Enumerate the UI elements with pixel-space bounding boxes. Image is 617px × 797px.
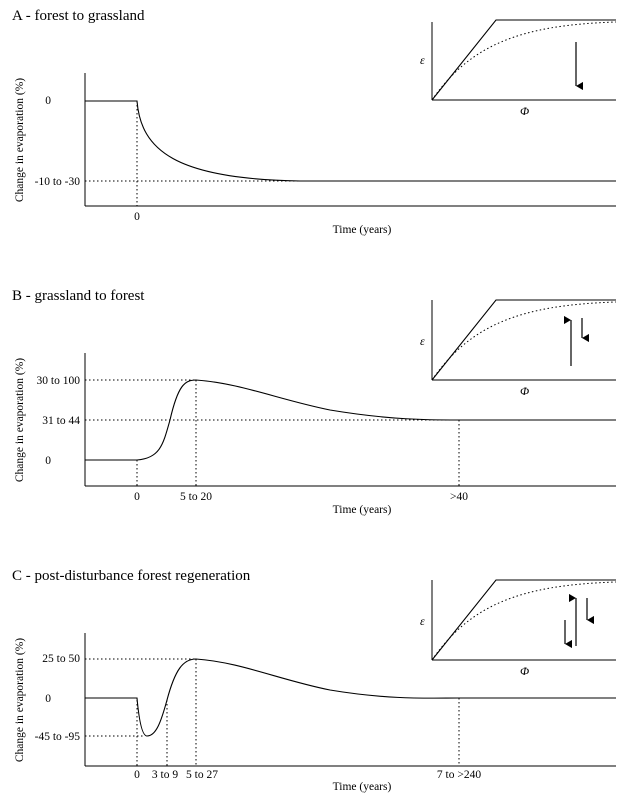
panel-c-xtick-0: 0 (134, 769, 140, 781)
panel-c-ytick-0: 25 to 50 (42, 653, 80, 665)
panel-c-ytick-1: 0 (45, 693, 51, 705)
panel-b-xtick-1: 5 to 20 (180, 491, 212, 503)
panel-b-title: B - grassland to forest (12, 288, 145, 304)
panel-a-y-label: Change in evaporation (%) (14, 78, 26, 202)
inset-c-dotted-curve (431, 581, 617, 661)
panel-c-xtick-3: 7 to >240 (437, 769, 481, 781)
panel-a-x-label: Time (years) (333, 224, 392, 236)
inset-a-y-label: ε (420, 53, 425, 67)
panel-c: C - post-disturbance forest regeneration… (12, 568, 617, 793)
inset-a-dotted-curve (431, 21, 617, 101)
panel-b-ytick-0: 30 to 100 (37, 375, 81, 387)
panel-c-curve (85, 658, 616, 737)
inset-b-y-label: ε (420, 334, 425, 348)
panel-a-curve (85, 100, 616, 182)
panel-b-y-label: Change in evaporation (%) (14, 358, 26, 482)
panel-a: A - forest to grassland ε Φ Change in ev… (12, 8, 617, 236)
panel-c-ytick-2: -45 to -95 (35, 731, 81, 743)
inset-c-y-label: ε (420, 614, 425, 628)
panel-a-xtick-0: 0 (134, 211, 140, 223)
inset-b-dotted-curve (431, 301, 617, 381)
panel-b-xtick-0: 0 (134, 491, 140, 503)
inset-c-solid-curve (431, 579, 616, 661)
panel-a-title: A - forest to grassland (12, 8, 145, 24)
panel-c-inset: ε Φ (420, 579, 617, 678)
panel-b-xtick-2: >40 (450, 491, 468, 503)
inset-b-solid-curve (431, 299, 616, 381)
panel-a-inset: ε Φ (420, 19, 617, 118)
inset-c-x-label: Φ (520, 664, 529, 678)
panel-b-curve (85, 379, 616, 461)
panel-c-title: C - post-disturbance forest regeneration (12, 568, 251, 584)
panel-c-x-label: Time (years) (333, 781, 392, 793)
panel-c-y-label: Change in evaporation (%) (14, 638, 26, 762)
panel-c-xtick-1: 3 to 9 (152, 769, 178, 781)
panel-b-inset: ε Φ (420, 299, 617, 398)
panel-c-xtick-2: 5 to 27 (186, 769, 218, 781)
panel-b-ytick-2: 0 (45, 455, 51, 467)
panel-b: B - grassland to forest ε Φ Change in ev… (12, 288, 617, 516)
panel-b-x-label: Time (years) (333, 504, 392, 516)
inset-a-solid-curve (431, 19, 616, 101)
inset-a-x-label: Φ (520, 104, 529, 118)
inset-b-x-label: Φ (520, 384, 529, 398)
panel-a-ytick-0: 0 (45, 95, 51, 107)
panel-b-ytick-1: 31 to 44 (42, 415, 80, 427)
panel-a-ytick-1: -10 to -30 (35, 176, 81, 188)
